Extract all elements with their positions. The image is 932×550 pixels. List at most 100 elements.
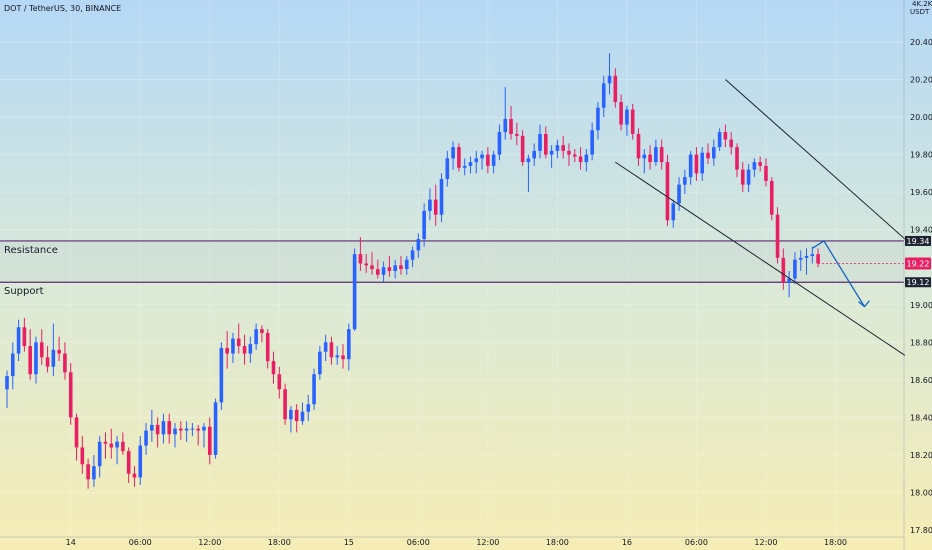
candle-body bbox=[654, 147, 658, 163]
candle-body bbox=[207, 426, 212, 455]
candle-body bbox=[51, 349, 56, 367]
candle-body bbox=[254, 329, 258, 345]
y-tick-label: 20.00 bbox=[910, 113, 932, 122]
candle-body bbox=[509, 118, 513, 134]
channel-lower-line bbox=[615, 161, 906, 356]
candle-body bbox=[283, 389, 287, 420]
candle-body bbox=[404, 259, 409, 270]
candle-body bbox=[5, 376, 9, 390]
level-label-resistance: Resistance bbox=[4, 245, 58, 256]
candle-body bbox=[497, 132, 502, 155]
candle-body bbox=[312, 374, 316, 405]
x-tick-label: 06:00 bbox=[129, 538, 152, 547]
chart-title: DOT / TetherUS, 30, BINANCE bbox=[4, 4, 121, 13]
candle-body bbox=[572, 154, 577, 157]
level-price-tag: 19.12 bbox=[907, 278, 930, 287]
candle-body bbox=[740, 169, 745, 185]
candle-body bbox=[74, 417, 79, 448]
candle-body bbox=[677, 184, 681, 204]
x-tick-label: 18:00 bbox=[546, 538, 569, 547]
candle-body bbox=[242, 346, 247, 354]
y-tick-label: 19.00 bbox=[910, 301, 932, 310]
candle-body bbox=[625, 109, 629, 125]
candle-body bbox=[161, 421, 166, 435]
candle-body bbox=[758, 162, 762, 166]
candle-body bbox=[34, 342, 38, 375]
candle-body bbox=[399, 265, 403, 270]
x-tick-label: 12:00 bbox=[476, 538, 499, 547]
level-price-tag: 19.34 bbox=[907, 237, 930, 246]
projection-path bbox=[811, 240, 865, 307]
candle-body bbox=[480, 154, 484, 159]
candle-body bbox=[39, 342, 44, 358]
candle-body bbox=[555, 145, 560, 151]
x-tick-label: 06:00 bbox=[685, 538, 708, 547]
candle-body bbox=[561, 145, 565, 151]
price-axis-top-label: 4K.2K bbox=[912, 0, 932, 8]
candle-body bbox=[132, 473, 137, 478]
candle-body bbox=[375, 269, 380, 275]
candle-body bbox=[700, 152, 705, 174]
candle-body bbox=[457, 147, 461, 168]
candle-body bbox=[683, 177, 687, 185]
candle-body bbox=[97, 441, 102, 467]
candle-body bbox=[86, 464, 90, 480]
candle-body bbox=[370, 265, 374, 270]
support-resistance-zone bbox=[0, 240, 904, 283]
y-tick-label: 18.00 bbox=[910, 488, 932, 497]
candle-body bbox=[735, 147, 739, 170]
candle-body bbox=[787, 278, 791, 283]
candle-body bbox=[335, 355, 340, 358]
candle-body bbox=[202, 426, 206, 431]
x-tick-label: 14 bbox=[66, 538, 76, 547]
candle-body bbox=[520, 135, 525, 163]
candle-body bbox=[793, 259, 797, 279]
candle-body bbox=[590, 130, 594, 155]
candle-body bbox=[798, 257, 803, 260]
candle-body bbox=[10, 353, 15, 377]
candle-body bbox=[416, 239, 421, 251]
projection-arrowhead bbox=[858, 300, 870, 308]
candle-body bbox=[729, 139, 733, 148]
candle-body bbox=[752, 162, 757, 170]
candle-body bbox=[451, 147, 455, 159]
candle-body bbox=[764, 165, 768, 181]
candle-body bbox=[196, 428, 200, 431]
candle-body bbox=[277, 374, 282, 390]
level-price-tag-bg bbox=[905, 235, 931, 246]
candle-body bbox=[439, 179, 444, 215]
candle-body bbox=[433, 199, 438, 215]
x-tick-label: 16 bbox=[622, 538, 632, 547]
candle-body bbox=[665, 162, 670, 221]
candle-layer bbox=[5, 53, 820, 489]
candle-body bbox=[103, 441, 108, 444]
candle-body bbox=[231, 338, 235, 354]
candle-body bbox=[613, 75, 618, 103]
candle-body bbox=[364, 263, 368, 266]
candle-body bbox=[225, 347, 229, 354]
last-price-tag-bg bbox=[905, 257, 931, 270]
candle-body bbox=[16, 327, 21, 354]
candle-body bbox=[150, 424, 154, 431]
y-tick-label: 17.80 bbox=[910, 526, 932, 535]
candle-body bbox=[694, 154, 699, 174]
candle-body bbox=[45, 357, 50, 367]
candle-body bbox=[648, 154, 652, 163]
candle-body bbox=[532, 150, 537, 159]
candle-body bbox=[642, 154, 647, 159]
candle-body bbox=[526, 158, 531, 163]
candle-body bbox=[289, 409, 293, 420]
candle-body bbox=[323, 342, 328, 352]
candle-body bbox=[486, 154, 490, 166]
candle-body bbox=[318, 351, 322, 375]
candle-body bbox=[300, 411, 305, 422]
candle-body bbox=[184, 428, 189, 431]
candle-body bbox=[775, 214, 780, 258]
y-tick-label: 18.20 bbox=[910, 451, 932, 460]
y-tick-label: 19.80 bbox=[910, 151, 932, 160]
candle-body bbox=[80, 447, 85, 465]
candle-body bbox=[260, 329, 264, 333]
candle-body bbox=[712, 147, 716, 159]
candle-body bbox=[381, 267, 386, 275]
